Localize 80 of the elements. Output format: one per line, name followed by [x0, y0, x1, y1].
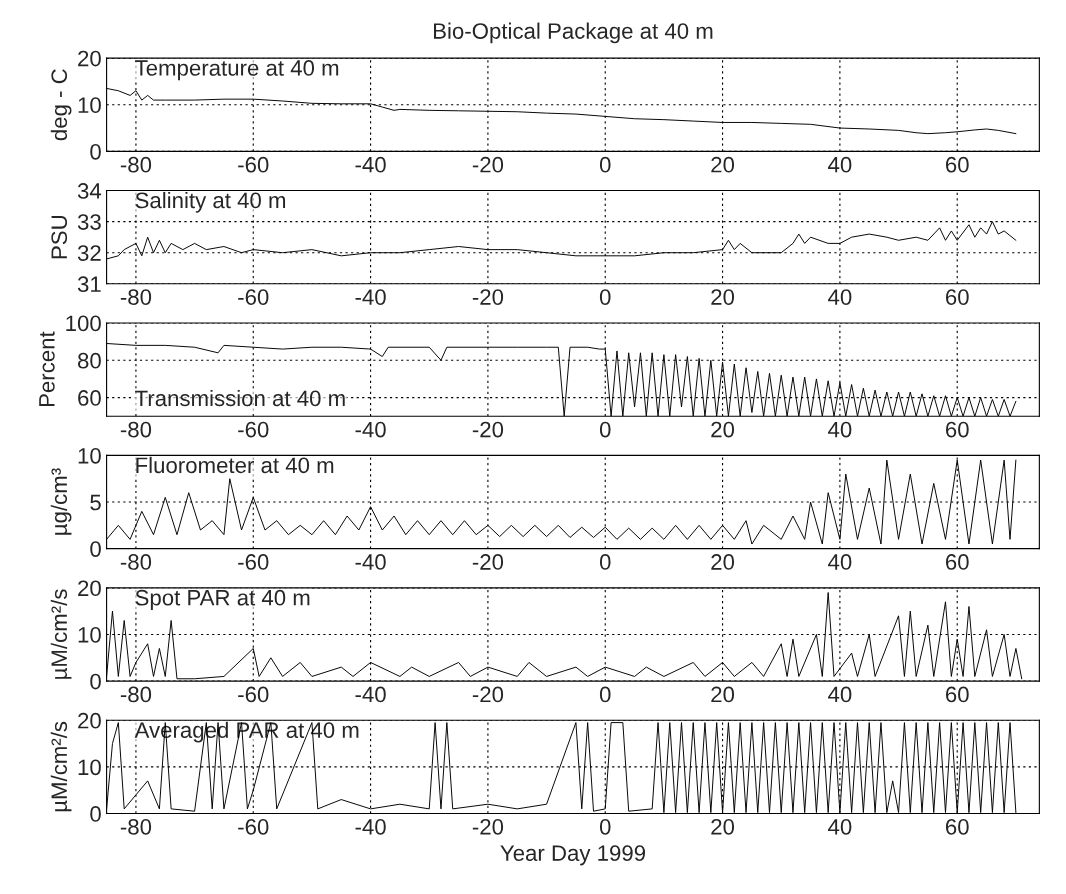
x-tick-label: 40 [828, 289, 852, 305]
x-tick-label: 60 [945, 554, 969, 570]
y-tick-label: 10 [78, 759, 101, 776]
x-tick-label: -40 [355, 686, 386, 703]
x-tick-label: -60 [238, 289, 269, 305]
y-tick-label: 10 [78, 627, 101, 643]
y-axis-title: µg/cm³ [50, 468, 72, 535]
y-axis-title: µM/cm²/s [50, 589, 72, 679]
x-tick-label: -80 [120, 554, 152, 570]
x-tick-label: 0 [599, 156, 611, 173]
x-tick-label: -40 [355, 554, 386, 570]
x-tick-label: 20 [711, 554, 735, 570]
x-tick-label: 40 [828, 554, 852, 570]
x-tick-label: -20 [472, 421, 504, 438]
y-tick-label: 0 [90, 541, 101, 557]
y-axis-title: Percent [39, 331, 55, 407]
x-tick-label: 40 [828, 421, 852, 438]
y-tick-label: 60 [78, 390, 101, 406]
y-tick-label: 10 [78, 447, 101, 464]
x-tick-label: -60 [238, 156, 269, 173]
chart-title: Bio-Optical Package at 40 m [434, 22, 713, 44]
x-tick-label: 20 [711, 156, 735, 173]
x-tick-label: 0 [599, 818, 611, 835]
y-tick-label: 5 [90, 494, 101, 511]
x-tick-label: 60 [945, 686, 969, 703]
x-tick-label: -80 [120, 289, 152, 305]
x-tick-label: 0 [599, 421, 611, 438]
x-tick-label: 60 [945, 289, 969, 305]
x-tick-label: 0 [599, 289, 611, 305]
x-tick-label: -40 [355, 818, 386, 835]
y-tick-label: 32 [77, 245, 101, 261]
x-tick-label: -80 [120, 421, 152, 438]
x-tick-label: 60 [945, 818, 969, 835]
annotation: Temperature at 40 m [135, 60, 339, 81]
y-tick-label: 0 [90, 143, 101, 160]
y-tick-label: 33 [77, 214, 101, 230]
x-tick-label: -20 [472, 156, 504, 173]
y-tick-label: 0 [90, 806, 101, 822]
y-tick-label: 10 [78, 97, 101, 114]
x-tick-label: -40 [355, 421, 386, 438]
x-tick-label: -20 [472, 554, 504, 570]
x-tick-label: -60 [238, 686, 269, 703]
y-tick-label: 34 [77, 183, 102, 199]
annotation: Spot PAR at 40 m [135, 589, 310, 610]
x-tick-label: -20 [472, 289, 504, 305]
x-tick-label: -20 [472, 818, 504, 835]
y-axis-title: deg - C [50, 69, 72, 141]
x-tick-label: 20 [711, 421, 735, 438]
x-tick-label: -80 [120, 156, 152, 173]
x-tick-label: 40 [828, 686, 852, 703]
annotation: Fluorometer at 40 m [136, 456, 334, 474]
x-axis-title: Year Day 1999 [500, 845, 646, 866]
y-axis-title: µM/cm²/s [50, 721, 72, 812]
x-tick-label: 0 [599, 686, 611, 703]
y-tick-label: 20 [78, 50, 101, 67]
annotation: Transmission at 40 m [135, 389, 345, 407]
x-tick-label: -40 [355, 156, 386, 173]
y-tick-label: 20 [78, 580, 101, 597]
x-tick-label: 20 [711, 686, 735, 703]
annotation: Salinity at 40 m [135, 191, 286, 213]
x-tick-label: -60 [238, 554, 269, 570]
x-tick-label: 60 [945, 156, 969, 173]
x-tick-label: 20 [711, 818, 735, 835]
x-tick-label: 0 [599, 554, 611, 570]
y-axis-title: PSU [51, 216, 68, 259]
x-tick-label: 40 [828, 818, 852, 835]
y-tick-label: 0 [90, 673, 101, 690]
x-tick-label: -20 [472, 686, 504, 703]
x-tick-label: -60 [238, 818, 269, 835]
y-tick-label: 31 [77, 276, 101, 293]
x-tick-label: -80 [120, 686, 152, 703]
x-tick-label: 40 [828, 156, 852, 173]
x-tick-label: 60 [945, 421, 969, 438]
y-tick-label: 20 [78, 712, 101, 729]
x-tick-label: -80 [120, 818, 152, 835]
x-tick-label: 20 [711, 289, 735, 305]
y-tick-label: 80 [77, 352, 101, 369]
x-tick-label: -60 [238, 421, 269, 438]
y-tick-label: 100 [66, 315, 101, 332]
x-tick-label: -40 [355, 289, 386, 305]
